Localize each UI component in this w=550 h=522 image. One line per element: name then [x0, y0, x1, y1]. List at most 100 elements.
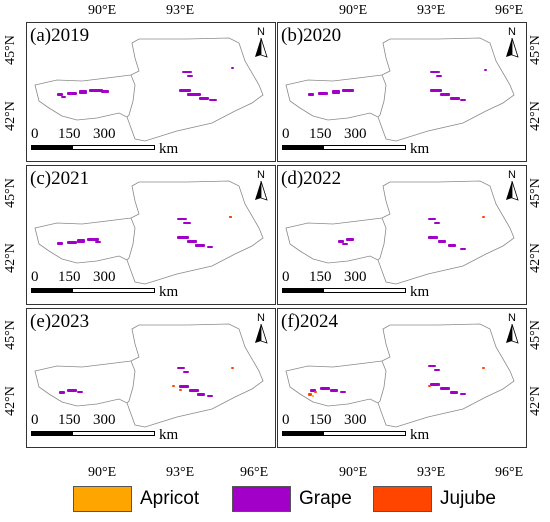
- scale-bar-segment: [32, 432, 73, 435]
- north-arrow-icon: [506, 37, 519, 58]
- grape-patch: [320, 387, 330, 390]
- map-svg: [285, 323, 515, 428]
- grape-patch: [428, 218, 436, 220]
- panel-label: (f)2024: [281, 311, 338, 332]
- panel-label: (a)2019: [30, 25, 90, 46]
- scale-label: 150: [58, 126, 81, 142]
- map-panel-b: (b)2020 N 0 150 300 km: [277, 22, 527, 162]
- grape-patch: [179, 385, 189, 388]
- grape-patch: [209, 99, 217, 101]
- scale-label: 0: [282, 269, 290, 285]
- north-arrow: N: [253, 170, 269, 206]
- north-letter: N: [257, 26, 265, 38]
- prefecture-divider: [126, 217, 136, 261]
- scale-bar: 0 150 300 km: [282, 126, 429, 159]
- lat-tick-right-f-42: 42°N: [527, 386, 543, 416]
- north-arrow: N: [504, 313, 520, 349]
- grape-patch: [460, 248, 466, 250]
- grape-patch: [77, 391, 83, 393]
- grape-patch: [342, 243, 348, 245]
- lat-tick-left-c-42: 42°N: [2, 243, 18, 273]
- grape-patch: [338, 240, 344, 243]
- panel-label: (d)2022: [281, 168, 342, 189]
- lon-tick-bottom-left-1: 90°E: [88, 465, 117, 480]
- north-arrow-icon: [255, 37, 268, 58]
- grape-patch: [318, 92, 328, 95]
- scale-label: 150: [309, 269, 332, 285]
- map-svg: [34, 37, 264, 142]
- scale-label: 0: [31, 126, 39, 142]
- scale-bar-graphic: [282, 288, 406, 293]
- lat-tick-right-b-45: 45°N: [527, 35, 543, 65]
- lat-tick-left-c-45: 45°N: [2, 178, 18, 208]
- prefecture-divider: [377, 217, 387, 261]
- grape-patch: [430, 89, 442, 92]
- north-arrow: N: [504, 170, 520, 206]
- grape-patch: [187, 93, 201, 96]
- scale-bar: 0 150 300 km: [31, 413, 178, 445]
- grape-patch: [207, 395, 213, 397]
- region-boundary: [285, 180, 515, 285]
- map-panel-c: (c)2021 N 0 150 300 km: [26, 165, 276, 305]
- grape-patch: [177, 218, 187, 220]
- jujube-patch: [229, 216, 232, 218]
- scale-bar-segment: [283, 146, 324, 149]
- grape-patch: [57, 242, 63, 245]
- grape-patch: [332, 90, 340, 94]
- scale-bar: 0 150 300 km: [31, 126, 178, 159]
- grape-patch: [197, 393, 205, 396]
- scale-label: 150: [309, 126, 332, 142]
- north-arrow-icon: [506, 180, 519, 201]
- grape-patch: [430, 383, 440, 386]
- lon-tick-top-left-1: 90°E: [88, 3, 117, 18]
- jujube-patch: [482, 367, 485, 369]
- prefecture-divider: [126, 360, 136, 404]
- grape-patch: [183, 371, 189, 373]
- panel-label: (e)2023: [30, 311, 90, 332]
- scale-unit: km: [410, 427, 430, 443]
- grape-patch: [460, 99, 466, 101]
- grape-patch: [187, 75, 193, 77]
- panel-label: (c)2021: [30, 168, 90, 189]
- grape-patch: [61, 96, 66, 98]
- map-svg: [285, 180, 515, 285]
- grape-patch: [330, 389, 338, 392]
- grape-patch: [87, 238, 99, 241]
- scale-bar-segment: [283, 432, 324, 435]
- grape-patch: [101, 90, 109, 93]
- scale-label: 300: [93, 126, 116, 142]
- north-letter: N: [508, 169, 516, 181]
- grape-patch: [428, 236, 438, 239]
- lat-tick-left-a-42: 42°N: [2, 101, 18, 131]
- grape-patch: [340, 391, 346, 393]
- lon-tick-top-right-3: 96°E: [495, 3, 524, 18]
- lat-tick-left-e-45: 45°N: [2, 320, 18, 350]
- lon-tick-bottom-right-1: 90°E: [339, 465, 368, 480]
- grape-patch: [57, 93, 63, 96]
- scale-unit: km: [159, 141, 179, 157]
- lon-tick-bottom-right-3: 96°E: [495, 465, 524, 480]
- lat-tick-right-d-45: 45°N: [527, 178, 543, 208]
- grape-patch: [450, 97, 460, 100]
- region-boundary: [34, 180, 264, 285]
- map-panel-f: (f)2024 N 0 150 300 km: [277, 308, 527, 448]
- scale-label: 300: [344, 412, 367, 428]
- lat-tick-right-d-42: 42°N: [527, 243, 543, 273]
- grape-patch: [231, 67, 234, 69]
- jujube-patch: [231, 367, 234, 369]
- grape-patch: [430, 71, 440, 73]
- scale-label: 300: [344, 269, 367, 285]
- scale-bar-graphic: [31, 145, 155, 150]
- lat-tick-left-a-45: 45°N: [2, 35, 18, 65]
- jujube-patch: [308, 393, 312, 396]
- north-letter: N: [257, 312, 265, 324]
- scale-bar-graphic: [282, 431, 406, 436]
- scale-bar: 0 150 300 km: [31, 270, 178, 302]
- jujube-patch: [172, 385, 175, 387]
- scale-unit: km: [410, 284, 430, 300]
- region-boundary: [285, 37, 515, 142]
- grape-patch: [448, 244, 456, 247]
- grape-patch: [67, 241, 77, 244]
- grape-patch: [346, 238, 354, 241]
- prefecture-divider: [377, 360, 387, 404]
